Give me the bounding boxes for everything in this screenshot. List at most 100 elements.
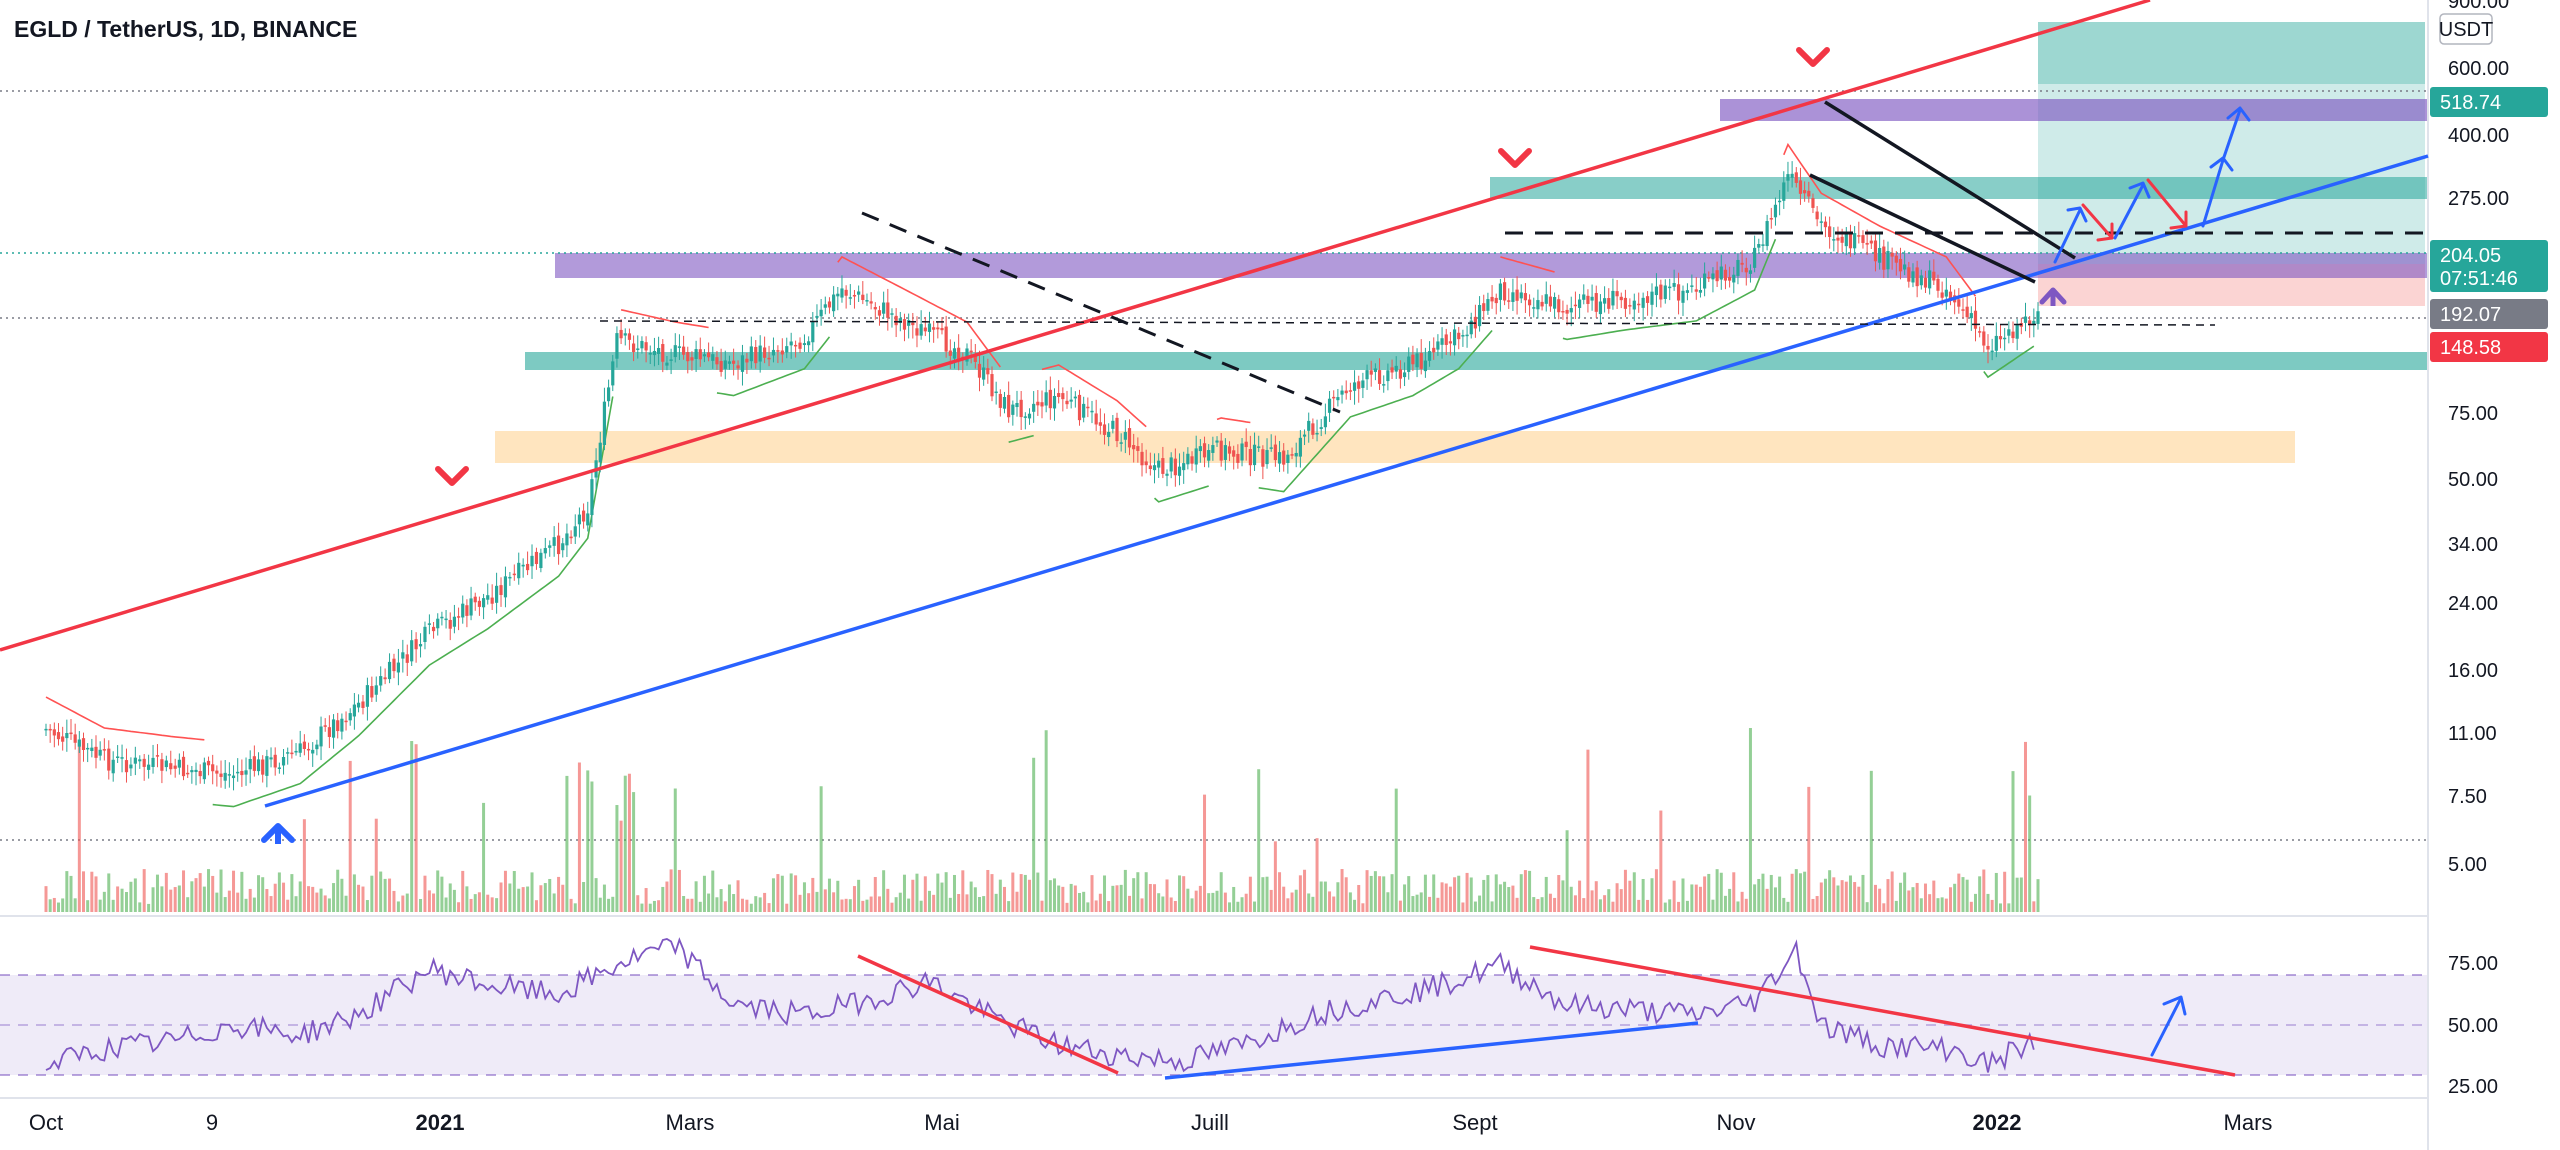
volume-bar <box>780 875 784 912</box>
resistance-zone-purple-top <box>1720 99 2428 121</box>
volume-bar <box>1194 890 1198 912</box>
candle-body <box>1819 221 1823 223</box>
candle-body <box>2015 324 2019 339</box>
candle-body <box>1919 275 1923 286</box>
volume-bar <box>73 898 77 912</box>
volume-bar <box>357 884 361 912</box>
volume-bar <box>1469 877 1473 912</box>
candle-body <box>1602 298 1607 304</box>
candle-body <box>1344 390 1348 394</box>
volume-bar <box>440 876 444 912</box>
wedge-upper-line[interactable] <box>1824 100 2076 260</box>
volume-bar <box>1907 890 1911 912</box>
candle-body <box>1361 380 1365 388</box>
candle-body <box>65 733 69 739</box>
volume-bar <box>1503 881 1507 912</box>
unit-label[interactable]: USDT <box>2439 13 2493 45</box>
price-badge <box>2430 299 2548 329</box>
candle-body <box>52 729 56 736</box>
volume-bar <box>277 872 281 912</box>
red-trendline-upper[interactable] <box>0 0 2151 652</box>
volume-bar <box>1298 875 1302 912</box>
candle-body <box>715 357 719 365</box>
candle-body <box>1073 396 1077 399</box>
candle-body <box>1469 320 1473 335</box>
volume-bar <box>252 897 256 912</box>
candle-body <box>1811 198 1815 208</box>
volume-bar <box>2015 877 2019 912</box>
volume-bar <box>623 775 627 912</box>
candle-body <box>1611 290 1615 306</box>
volume-bar <box>719 889 723 912</box>
candle-body <box>1436 341 1440 350</box>
wedge-lower-line[interactable] <box>1809 173 2036 284</box>
candle-body <box>521 564 525 567</box>
volume-bar <box>1219 872 1223 912</box>
candle-body <box>327 727 331 737</box>
rsi-blue-trend[interactable] <box>1164 1021 1699 1080</box>
volume-bar <box>832 892 836 912</box>
candle-body <box>1440 338 1444 345</box>
candle-body <box>840 288 844 298</box>
candle-body <box>294 750 298 753</box>
candle-body <box>1672 283 1676 287</box>
volume-bar <box>1019 874 1023 912</box>
rsi-axis[interactable]: 75.00 50.00 25.00 <box>2448 953 2498 1098</box>
candle-body <box>640 340 644 349</box>
candle-body <box>73 734 77 743</box>
volume-bar <box>198 873 202 912</box>
candle-body <box>440 616 444 619</box>
volume-bar <box>465 886 469 912</box>
volume-bar <box>111 899 115 912</box>
candle-body <box>1294 452 1298 457</box>
candle-body <box>315 744 319 750</box>
price-axis[interactable]: 900.00 600.00 400.00 275.00 75.00 50.00 34.00 2… <box>2448 0 2509 876</box>
volume-bar <box>1990 899 1994 912</box>
volume-bar <box>977 896 981 912</box>
rsi-red-trend-1[interactable] <box>857 954 1119 1075</box>
candle-body <box>248 758 252 770</box>
volume-bar <box>1865 902 1869 912</box>
volume-bar <box>124 892 128 912</box>
dashed-downtrend[interactable] <box>861 211 1341 414</box>
unit-box[interactable] <box>2439 13 2493 45</box>
candle-body <box>494 585 499 603</box>
volume-bar <box>499 882 503 912</box>
volume-bar <box>315 892 319 912</box>
blue-trendline-lower[interactable] <box>264 154 2429 808</box>
candle-body <box>1823 221 1828 228</box>
candle-body <box>539 552 543 569</box>
volume-bar <box>2028 795 2032 912</box>
volume-bar <box>1098 893 1102 912</box>
time-axis[interactable]: Oct 9 2021 Mars Mai Juill Sept Nov 2022 Mars <box>29 1110 2273 1135</box>
candle-body <box>1607 298 1611 309</box>
candle-body <box>1590 296 1594 301</box>
volume-bar <box>269 896 273 912</box>
candle-body <box>1027 413 1032 419</box>
rsi-line <box>45 937 2035 1073</box>
volume-bar <box>1578 880 1582 912</box>
dashed-horizontal-thin[interactable] <box>599 320 2216 326</box>
volume-bar <box>1311 896 1315 912</box>
rsi-red-trend-2[interactable] <box>1529 945 2236 1077</box>
volume-bar <box>116 886 120 912</box>
candle-body <box>456 616 461 618</box>
volume-bar <box>265 889 269 912</box>
volume-bar <box>2032 901 2036 912</box>
candle-body <box>1007 394 1011 418</box>
candle-body <box>606 387 611 402</box>
candle-body <box>627 333 632 340</box>
candle-body <box>61 736 65 742</box>
volume-bar <box>512 871 516 912</box>
volume-bar <box>2023 741 2027 912</box>
candle-body <box>1032 403 1036 412</box>
volume-bar <box>927 890 931 912</box>
candle-body <box>694 349 698 359</box>
volume-bar <box>1773 887 1777 912</box>
volume-bar <box>215 892 219 912</box>
candle-body <box>352 704 356 717</box>
candle-body <box>1069 399 1073 402</box>
volume-bar <box>219 869 223 912</box>
volume-bar <box>1544 876 1548 912</box>
